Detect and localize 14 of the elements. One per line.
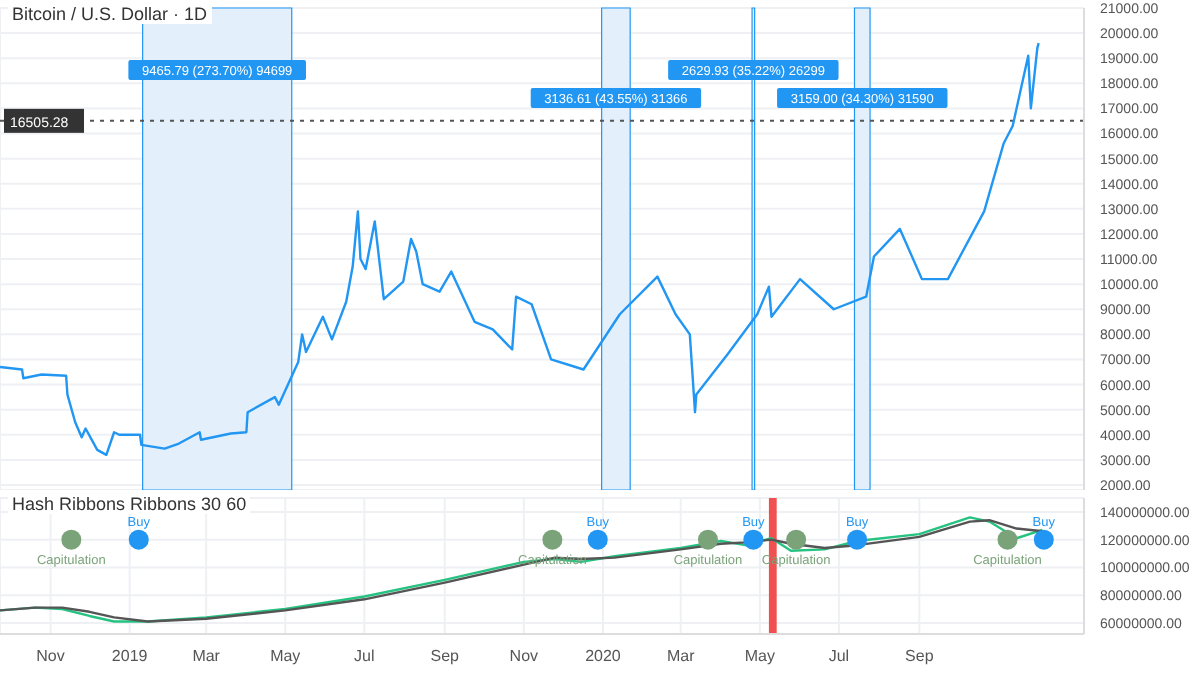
x-tick-label: Sep bbox=[430, 647, 461, 666]
x-tick-label: Sep bbox=[905, 647, 935, 666]
x-tick-label: Nov bbox=[509, 647, 539, 666]
x-tick-label: May bbox=[270, 647, 301, 666]
x-tick-label: May bbox=[744, 647, 775, 666]
x-tick-label: Nov bbox=[36, 647, 65, 666]
chart-title: Bitcoin / U.S. Dollar · 1D bbox=[8, 4, 212, 24]
x-tick-label: Jul bbox=[828, 647, 850, 666]
x-tick-label: Mar bbox=[192, 647, 221, 666]
x-tick-label: Mar bbox=[666, 647, 696, 666]
x-tick-label: Jul bbox=[354, 647, 376, 666]
chart-title: Hash Ribbons Ribbons 30 60 bbox=[8, 494, 251, 514]
x-tick-label: 2019 bbox=[111, 647, 149, 666]
x-tick-label: 2020 bbox=[585, 647, 622, 666]
